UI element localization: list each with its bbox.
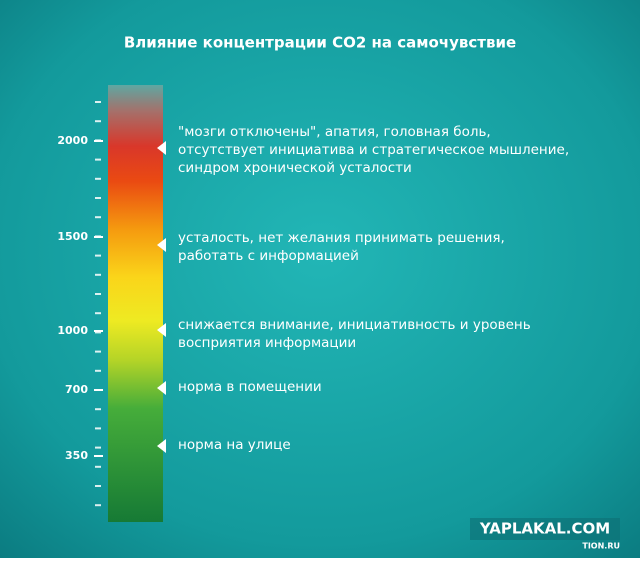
tick-label: 350 <box>65 449 88 462</box>
watermark: YAPLAKAL.COM <box>479 520 610 538</box>
tick-label: 1500 <box>57 230 88 243</box>
major-ticks: 2000 1500 1000 700 350 <box>57 134 103 462</box>
minor-ticks <box>95 101 101 507</box>
watermark-box <box>470 518 620 540</box>
pointer <box>157 323 166 337</box>
note-line: норма на улице <box>178 437 291 453</box>
pointer <box>157 439 166 453</box>
note-line: отсутствует инициатива и стратегическое … <box>178 142 569 158</box>
note-line: синдром хронической усталости <box>178 160 412 176</box>
notes: "мозги отключены", апатия, головная боль… <box>157 124 569 453</box>
tick-label: 700 <box>65 383 88 396</box>
note-line: норма в помещении <box>178 379 322 395</box>
pointer <box>157 381 166 395</box>
pointer <box>157 141 166 155</box>
co2-scale-bar <box>108 85 163 522</box>
note-line: усталость, нет желания принимать решения… <box>178 230 505 246</box>
note-line: работать с информацией <box>178 248 359 264</box>
title: Влияние концентрации CO2 на самочувствие <box>124 34 516 52</box>
note-line: снижается внимание, инициативность и уро… <box>178 317 531 333</box>
note-line: восприятия информации <box>178 335 356 351</box>
tick-label: 2000 <box>57 134 88 147</box>
pointer <box>157 238 166 252</box>
tick-label: 1000 <box>57 324 88 337</box>
source: TION.RU <box>582 542 620 551</box>
note-line: "мозги отключены", апатия, головная боль… <box>178 124 491 140</box>
